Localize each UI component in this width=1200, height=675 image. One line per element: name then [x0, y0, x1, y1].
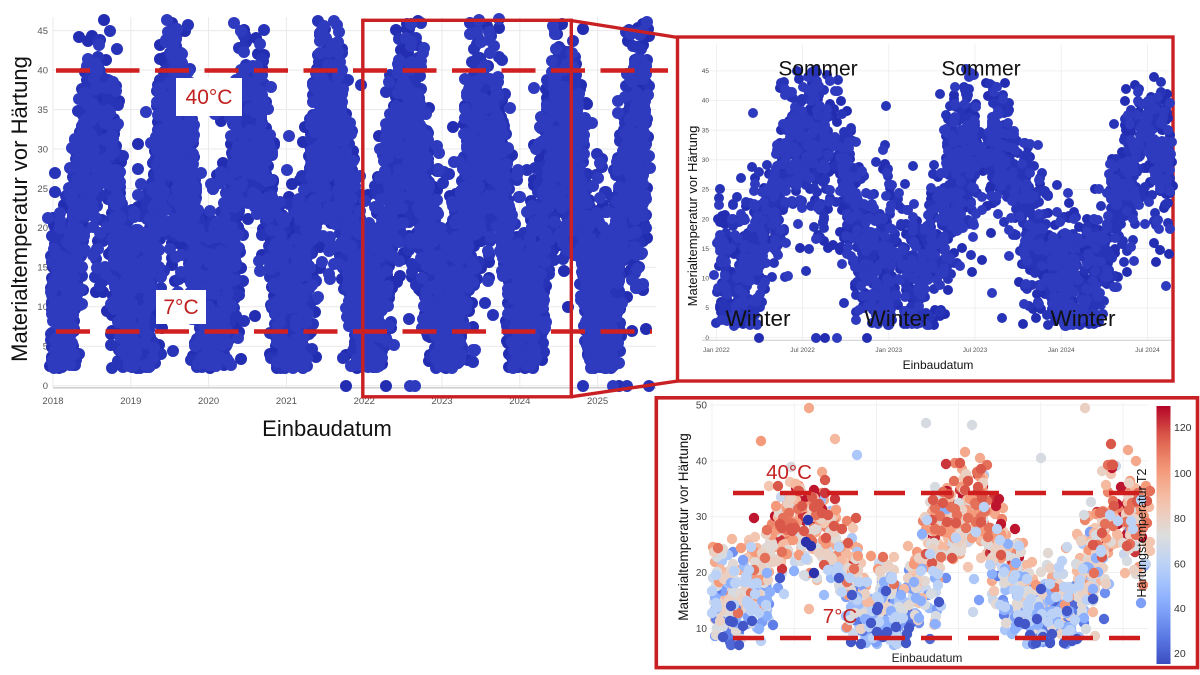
svg-text:0: 0 — [705, 335, 709, 342]
svg-text:Winter: Winter — [725, 306, 791, 331]
svg-text:40: 40 — [1174, 603, 1186, 615]
svg-text:25: 25 — [37, 184, 48, 195]
svg-text:Sommer: Sommer — [941, 58, 1020, 81]
svg-text:10: 10 — [696, 624, 708, 635]
svg-text:35: 35 — [37, 105, 48, 116]
svg-text:40: 40 — [37, 65, 48, 76]
svg-text:25: 25 — [702, 187, 710, 194]
svg-text:Einbaudatum: Einbaudatum — [892, 651, 963, 665]
svg-text:Winter: Winter — [1050, 306, 1116, 331]
svg-text:Materialtemperatur vor Härtung: Materialtemperatur vor Härtung — [685, 126, 700, 307]
svg-text:Jul 2022: Jul 2022 — [790, 347, 815, 354]
svg-text:2023: 2023 — [431, 396, 452, 407]
svg-text:5: 5 — [705, 305, 709, 312]
svg-text:Materialtemperatur vor Härtung: Materialtemperatur vor Härtung — [7, 56, 32, 362]
svg-text:2019: 2019 — [120, 396, 141, 407]
svg-text:2020: 2020 — [198, 396, 219, 407]
svg-text:30: 30 — [37, 144, 48, 155]
svg-text:7°C: 7°C — [163, 296, 198, 319]
svg-text:45: 45 — [702, 68, 710, 75]
svg-text:20: 20 — [702, 216, 710, 223]
svg-text:35: 35 — [702, 127, 710, 134]
svg-text:20: 20 — [696, 568, 708, 579]
svg-text:15: 15 — [702, 246, 710, 253]
svg-text:Jul 2024: Jul 2024 — [1135, 347, 1160, 354]
svg-text:2022: 2022 — [354, 396, 375, 407]
svg-text:2021: 2021 — [276, 396, 297, 407]
svg-text:45: 45 — [37, 26, 48, 37]
svg-text:7°C: 7°C — [823, 605, 858, 628]
svg-text:30: 30 — [696, 512, 708, 523]
svg-text:40°C: 40°C — [186, 86, 233, 109]
svg-text:40: 40 — [702, 98, 710, 105]
svg-text:Jan 2024: Jan 2024 — [1048, 347, 1075, 354]
svg-text:40°C: 40°C — [766, 461, 812, 484]
svg-text:120: 120 — [1174, 422, 1192, 434]
svg-text:60: 60 — [1174, 559, 1186, 571]
svg-text:100: 100 — [1174, 468, 1192, 480]
svg-text:80: 80 — [1174, 513, 1186, 525]
svg-text:30: 30 — [702, 157, 710, 164]
svg-text:Winter: Winter — [864, 306, 930, 331]
svg-text:Jan 2023: Jan 2023 — [875, 347, 902, 354]
svg-text:40: 40 — [696, 456, 708, 467]
svg-text:5: 5 — [43, 342, 48, 353]
svg-text:20: 20 — [1174, 648, 1186, 660]
svg-text:2018: 2018 — [42, 396, 63, 407]
svg-text:Härtungstemperatur T2: Härtungstemperatur T2 — [1135, 468, 1149, 597]
svg-text:Materialtemperatur vor Härtung: Materialtemperatur vor Härtung — [676, 433, 691, 621]
svg-text:Einbaudatum: Einbaudatum — [262, 416, 392, 441]
svg-text:0: 0 — [43, 381, 48, 392]
svg-text:20: 20 — [37, 223, 48, 234]
svg-text:50: 50 — [696, 400, 708, 411]
svg-text:15: 15 — [37, 263, 48, 274]
svg-text:Sommer: Sommer — [778, 58, 857, 81]
svg-text:2025: 2025 — [587, 396, 608, 407]
svg-text:2024: 2024 — [509, 396, 530, 407]
svg-text:10: 10 — [702, 276, 710, 283]
svg-text:Einbaudatum: Einbaudatum — [903, 358, 974, 372]
svg-text:Jul 2023: Jul 2023 — [963, 347, 988, 354]
svg-text:Jan 2022: Jan 2022 — [703, 347, 730, 354]
svg-text:10: 10 — [37, 302, 48, 313]
